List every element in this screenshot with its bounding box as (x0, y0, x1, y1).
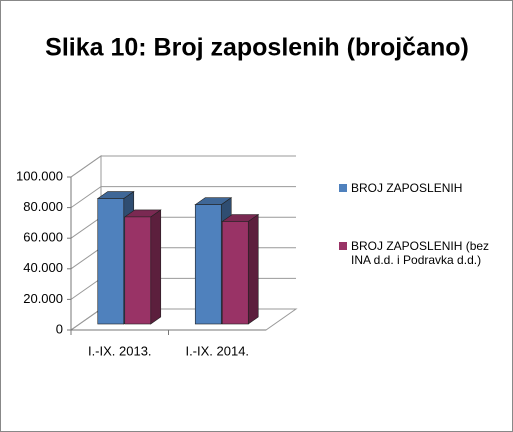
chart-title: Slika 10: Broj zaposlenih (brojčano) (45, 34, 469, 62)
y-tick-label: 60.000 (23, 230, 63, 245)
y-tick-label: 80.000 (23, 199, 63, 214)
y-tick-label: 0 (56, 321, 63, 336)
legend-label: BROJ ZAPOSLENIH (bez INA d.d. i Podravka… (351, 239, 490, 267)
legend-swatch (339, 242, 347, 250)
legend-label: BROJ ZAPOSLENIH (351, 181, 463, 195)
bar-front (194, 204, 222, 325)
grid-line (70, 155, 296, 178)
bar-front (221, 221, 249, 325)
grid-line (70, 186, 296, 209)
bar-side (150, 209, 162, 325)
back-wall (70, 155, 102, 331)
bar-front (124, 216, 152, 325)
legend-item: BROJ ZAPOSLENIH (339, 181, 499, 195)
legend-item: BROJ ZAPOSLENIH (bez INA d.d. i Podravka… (339, 239, 499, 267)
bar-front (97, 198, 125, 325)
bar-side (247, 213, 259, 325)
bar (123, 209, 162, 325)
legend-swatch (339, 184, 347, 192)
x-tick-label: I.-IX. 2013. (88, 343, 152, 358)
y-tick-label: 20.000 (23, 291, 63, 306)
x-tick-label: I.-IX. 2014. (185, 343, 249, 358)
legend: BROJ ZAPOSLENIH BROJ ZAPOSLENIH (bez INA … (339, 181, 499, 311)
y-tick-label: 40.000 (23, 260, 63, 275)
bar (221, 213, 260, 325)
y-tick-label: 100.000 (16, 168, 63, 183)
